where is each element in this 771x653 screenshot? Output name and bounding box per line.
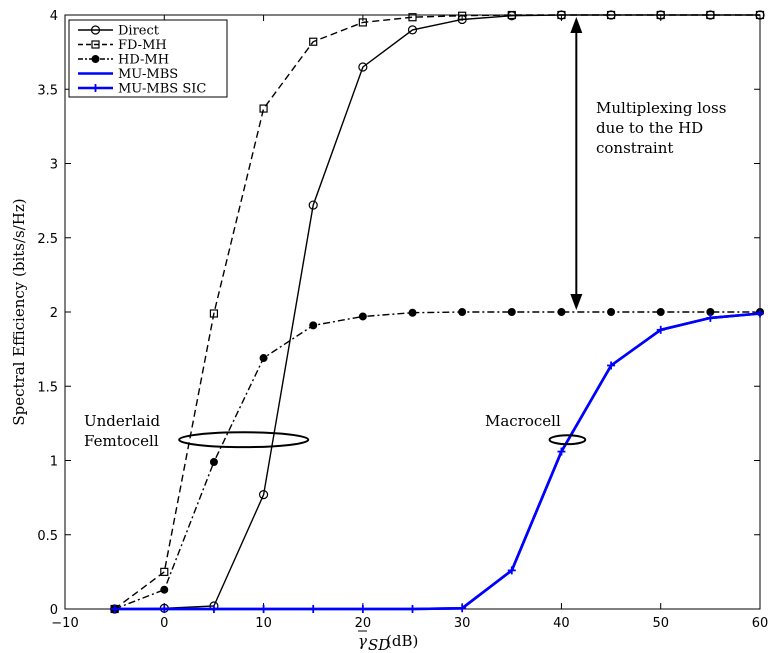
x-axis-title-unit: (dB) [386, 632, 418, 650]
data-point [756, 309, 764, 318]
data-point [607, 308, 616, 316]
y-tick-label: 2 [50, 306, 58, 321]
data-point [160, 585, 169, 594]
legend-label: Direct [118, 24, 160, 39]
series-line [114, 311, 760, 610]
legend-marker [91, 84, 100, 92]
data-point [309, 321, 318, 330]
data-point [607, 361, 616, 370]
multiplexing-annotation-line: constraint [596, 139, 673, 157]
multiplexing-annotation-line: Multiplexing loss [596, 99, 726, 117]
legend-marker [91, 55, 100, 63]
data-point [408, 13, 417, 22]
underlaid-femtocell-label-line: Femtocell [84, 432, 159, 450]
data-point [557, 308, 566, 316]
series-line [114, 312, 761, 611]
data-point [259, 605, 268, 613]
data-point [507, 10, 516, 20]
data-point [308, 200, 318, 210]
y-tick-label: 1 [50, 455, 58, 470]
data-point [656, 325, 665, 334]
data-point [259, 104, 268, 113]
y-tick-label: 0 [50, 603, 58, 618]
legend-label: MU-MBS [118, 67, 178, 82]
data-point [358, 62, 368, 72]
data-point [309, 605, 318, 613]
x-axis-title-main: γ [358, 632, 367, 650]
x-tick-label: −10 [51, 616, 78, 631]
arrow-head-up [570, 17, 583, 33]
x-tick-label: 20 [355, 616, 372, 631]
data-point [408, 308, 417, 317]
y-tick-label: 2.5 [37, 232, 58, 247]
y-tick-label: 1.5 [37, 380, 58, 395]
data-point [706, 313, 715, 322]
y-tick-label: 4 [50, 9, 58, 24]
x-tick-label: 40 [553, 616, 570, 631]
macrocell-ellipse [548, 434, 587, 446]
data-point [656, 308, 665, 316]
x-tick-label: 60 [752, 616, 769, 631]
data-point [458, 11, 467, 20]
annotation-layer: Multiplexing loss due to the HD constraint… [84, 17, 726, 450]
data-point [358, 605, 367, 613]
y-axis-title: Spectral Efficiency (bits/s/Hz) [10, 198, 28, 425]
data-point [309, 37, 318, 46]
series-layer [110, 10, 765, 614]
data-point [407, 25, 418, 35]
series-fd-mh [110, 10, 765, 614]
data-point [557, 10, 566, 20]
data-point [507, 566, 516, 575]
legend-marker [90, 25, 101, 35]
data-point [557, 447, 566, 456]
data-point [755, 10, 765, 20]
series-mu-mbs-sic [110, 309, 764, 613]
multiplexing-annotation-line: due to the HD [596, 119, 703, 137]
underlaid-femtocell-label-line: Underlaid [84, 412, 160, 430]
multiplexing-arrow [570, 17, 583, 310]
data-point [160, 567, 169, 576]
x-axis-title: γ SD (dB) [358, 630, 418, 653]
data-point [160, 605, 169, 613]
y-tick-label: 3.5 [37, 83, 58, 98]
data-point [458, 604, 467, 613]
y-tick-label: 3 [50, 158, 58, 173]
data-point [258, 490, 269, 500]
data-point [507, 308, 516, 316]
macrocell-label: Macrocell [485, 412, 561, 430]
data-point [358, 18, 367, 27]
data-point [706, 10, 715, 20]
y-tick-label: 0.5 [37, 529, 58, 544]
data-point [458, 308, 467, 316]
data-point [209, 309, 219, 318]
x-tick-label: 30 [454, 616, 471, 631]
x-tick-label: 10 [255, 616, 272, 631]
x-axis-title-subscript: SD [368, 636, 390, 653]
legend-marker [91, 40, 100, 49]
legend-label: HD-MH [118, 53, 169, 68]
data-point [358, 312, 367, 321]
data-point [209, 457, 218, 466]
data-point [606, 10, 616, 20]
x-tick-label: 0 [160, 616, 168, 631]
data-point [209, 605, 218, 613]
x-tick-label: 50 [652, 616, 669, 631]
series-line [114, 14, 760, 610]
legend-label: MU-MBS SIC [118, 82, 206, 97]
legend-label: FD-MH [118, 38, 167, 53]
data-point [408, 605, 417, 613]
data-point [656, 10, 665, 20]
data-point [110, 605, 119, 613]
underlaid-femtocell-ellipse [178, 431, 310, 449]
data-point [259, 354, 268, 363]
arrow-head-down [570, 294, 583, 310]
